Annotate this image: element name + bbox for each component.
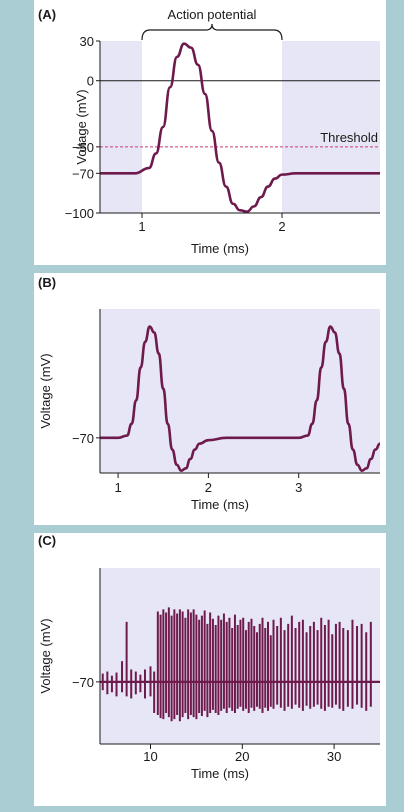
x-tick-label: 1 [138, 219, 145, 234]
y-axis-label: Voltage (mV) [74, 89, 89, 164]
shaded-region [100, 41, 142, 213]
y-axis-label: Voltage (mV) [38, 618, 53, 693]
panel-c: −70 10 20 30 (C) Time (ms) Voltage (mV) [34, 533, 386, 806]
x-tick-label: 30 [327, 749, 341, 764]
threshold-label: Threshold [320, 130, 378, 145]
x-tick-label: 2 [205, 480, 212, 495]
x-tick-label: 2 [278, 219, 285, 234]
x-axis-label: Time (ms) [191, 497, 249, 512]
panel-label: (A) [38, 7, 56, 22]
action-potential-bracket [141, 23, 283, 41]
shaded-region [100, 309, 380, 473]
x-tick-label: 10 [143, 749, 157, 764]
y-tick-label: 0 [87, 74, 94, 89]
x-axis-label: Time (ms) [191, 766, 249, 781]
y-tick-label: −70 [72, 166, 94, 181]
spike-train-chart: −70 10 20 30 (C) Time (ms) Voltage (mV) [38, 533, 380, 781]
panel-b: −70 1 2 3 (B) Time (ms) Voltage (mV) [34, 273, 386, 525]
y-tick-label: −70 [72, 675, 94, 690]
y-tick-label: −70 [72, 431, 94, 446]
x-tick-label: 20 [235, 749, 249, 764]
y-tick-label: −50 [72, 140, 94, 155]
y-tick-label: 30 [80, 34, 94, 49]
x-tick-label: 3 [295, 480, 302, 495]
panel-a: Threshold Action potential 30 0 −50 −70 −100 1 2… [34, 0, 386, 265]
panel-label: (C) [38, 533, 56, 548]
x-axis-label: Time (ms) [191, 241, 249, 256]
repetitive-firing-chart: −70 1 2 3 (B) Time (ms) Voltage (mV) [38, 275, 381, 512]
action-potential-label: Action potential [168, 7, 257, 22]
y-tick-label: −100 [65, 206, 94, 221]
shaded-region [282, 41, 380, 213]
y-axis-label: Voltage (mV) [38, 353, 53, 428]
x-tick-label: 1 [114, 480, 121, 495]
voltage-trace [100, 42, 380, 213]
action-potential-chart: Threshold Action potential 30 0 −50 −70 −100 1 2… [38, 7, 380, 256]
voltage-trace [100, 325, 381, 472]
panel-label: (B) [38, 275, 56, 290]
